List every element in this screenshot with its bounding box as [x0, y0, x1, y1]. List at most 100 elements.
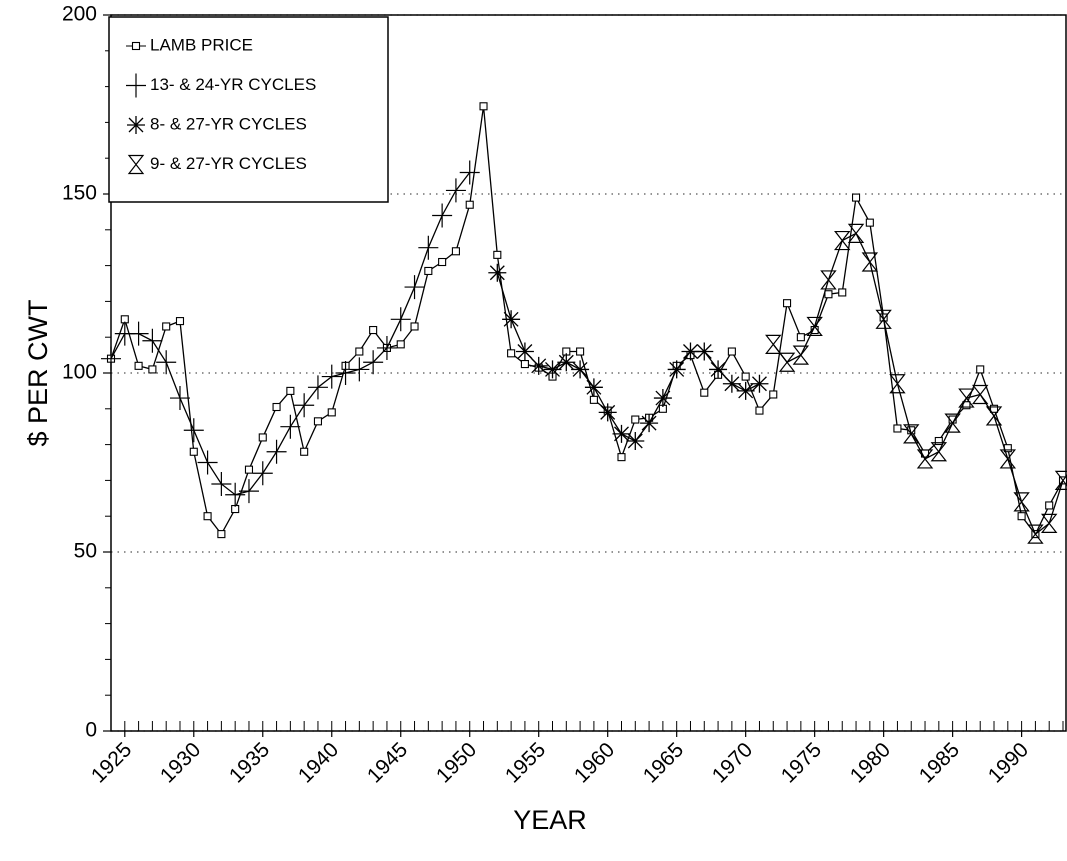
- legend-text: 13- & 24-YR CYCLES: [150, 75, 316, 94]
- point: [778, 352, 796, 372]
- x-tick-label: 1935: [225, 738, 274, 787]
- point: [999, 449, 1017, 469]
- point: [598, 403, 617, 422]
- point: [653, 389, 672, 408]
- point: [612, 424, 631, 443]
- y-tick-label: 50: [74, 540, 97, 563]
- point: [985, 406, 1003, 426]
- point: [211, 471, 232, 496]
- point: [376, 335, 397, 360]
- point: [390, 307, 411, 332]
- point: [930, 442, 948, 462]
- x-tick-label: 1985: [915, 738, 964, 787]
- legend-box: [108, 16, 389, 203]
- point: [258, 433, 267, 442]
- point: [502, 310, 521, 329]
- point: [424, 266, 433, 276]
- point: [197, 450, 218, 475]
- point: [363, 350, 384, 375]
- point: [349, 357, 370, 382]
- point: [700, 388, 709, 397]
- x-tick-label: 1960: [570, 738, 619, 787]
- point: [838, 288, 847, 297]
- point: [820, 270, 837, 290]
- point: [148, 365, 157, 374]
- point: [432, 203, 453, 228]
- point: [280, 414, 301, 439]
- point: [189, 447, 198, 456]
- point: [134, 361, 143, 370]
- x-tick-label: 1925: [87, 738, 136, 787]
- point: [327, 408, 336, 417]
- point: [1054, 470, 1067, 490]
- legend-marker: [127, 116, 145, 134]
- point: [1013, 492, 1030, 512]
- point: [824, 290, 833, 299]
- point: [765, 334, 782, 354]
- legend-text: 9- & 27-YR CYCLES: [150, 154, 307, 173]
- point: [321, 364, 342, 389]
- point: [272, 402, 281, 412]
- point: [335, 361, 356, 385]
- point: [571, 360, 590, 379]
- point: [543, 360, 562, 379]
- point: [989, 404, 999, 413]
- point: [156, 350, 177, 375]
- point: [916, 449, 934, 469]
- point: [493, 250, 502, 259]
- point: [225, 482, 246, 507]
- point: [769, 390, 778, 399]
- point: [266, 439, 287, 464]
- point: [976, 365, 985, 374]
- series-line: [496, 272, 760, 442]
- legend-text: LAMB PRICE: [150, 35, 253, 54]
- point: [286, 386, 295, 395]
- legend-marker: [127, 154, 145, 175]
- point: [507, 349, 516, 358]
- point: [529, 356, 548, 375]
- y-tick-label: 0: [85, 719, 97, 742]
- point: [631, 415, 640, 424]
- point: [438, 257, 447, 267]
- x-axis-title: YEAR: [513, 805, 587, 835]
- point: [307, 375, 328, 400]
- y-tick-label: 150: [62, 182, 97, 205]
- point: [128, 321, 149, 346]
- point: [834, 230, 851, 251]
- x-tick-label: 1930: [156, 738, 205, 787]
- point: [203, 512, 212, 521]
- point: [300, 447, 309, 456]
- point: [934, 436, 943, 446]
- point: [722, 374, 741, 393]
- point: [865, 218, 874, 227]
- x-tick-label: 1975: [777, 738, 826, 787]
- point: [727, 347, 736, 356]
- point: [971, 384, 989, 405]
- point: [520, 359, 529, 369]
- point: [557, 353, 576, 372]
- point: [903, 424, 920, 444]
- point: [252, 461, 273, 486]
- point: [847, 223, 865, 243]
- point: [465, 200, 474, 209]
- point: [162, 322, 171, 331]
- point: [418, 235, 439, 260]
- point: [889, 374, 906, 394]
- point: [806, 316, 823, 337]
- point: [681, 342, 700, 361]
- point: [244, 465, 254, 474]
- point: [488, 263, 507, 282]
- point: [958, 388, 975, 408]
- point: [944, 413, 961, 433]
- point: [451, 247, 460, 256]
- point: [169, 386, 190, 411]
- point: [1027, 524, 1044, 544]
- x-tick-label: 1965: [639, 738, 688, 787]
- point: [1040, 513, 1058, 533]
- legend-marker: [131, 41, 141, 51]
- point: [695, 342, 714, 361]
- x-tick-label: 1970: [708, 738, 757, 787]
- point: [736, 381, 755, 400]
- point: [584, 378, 603, 397]
